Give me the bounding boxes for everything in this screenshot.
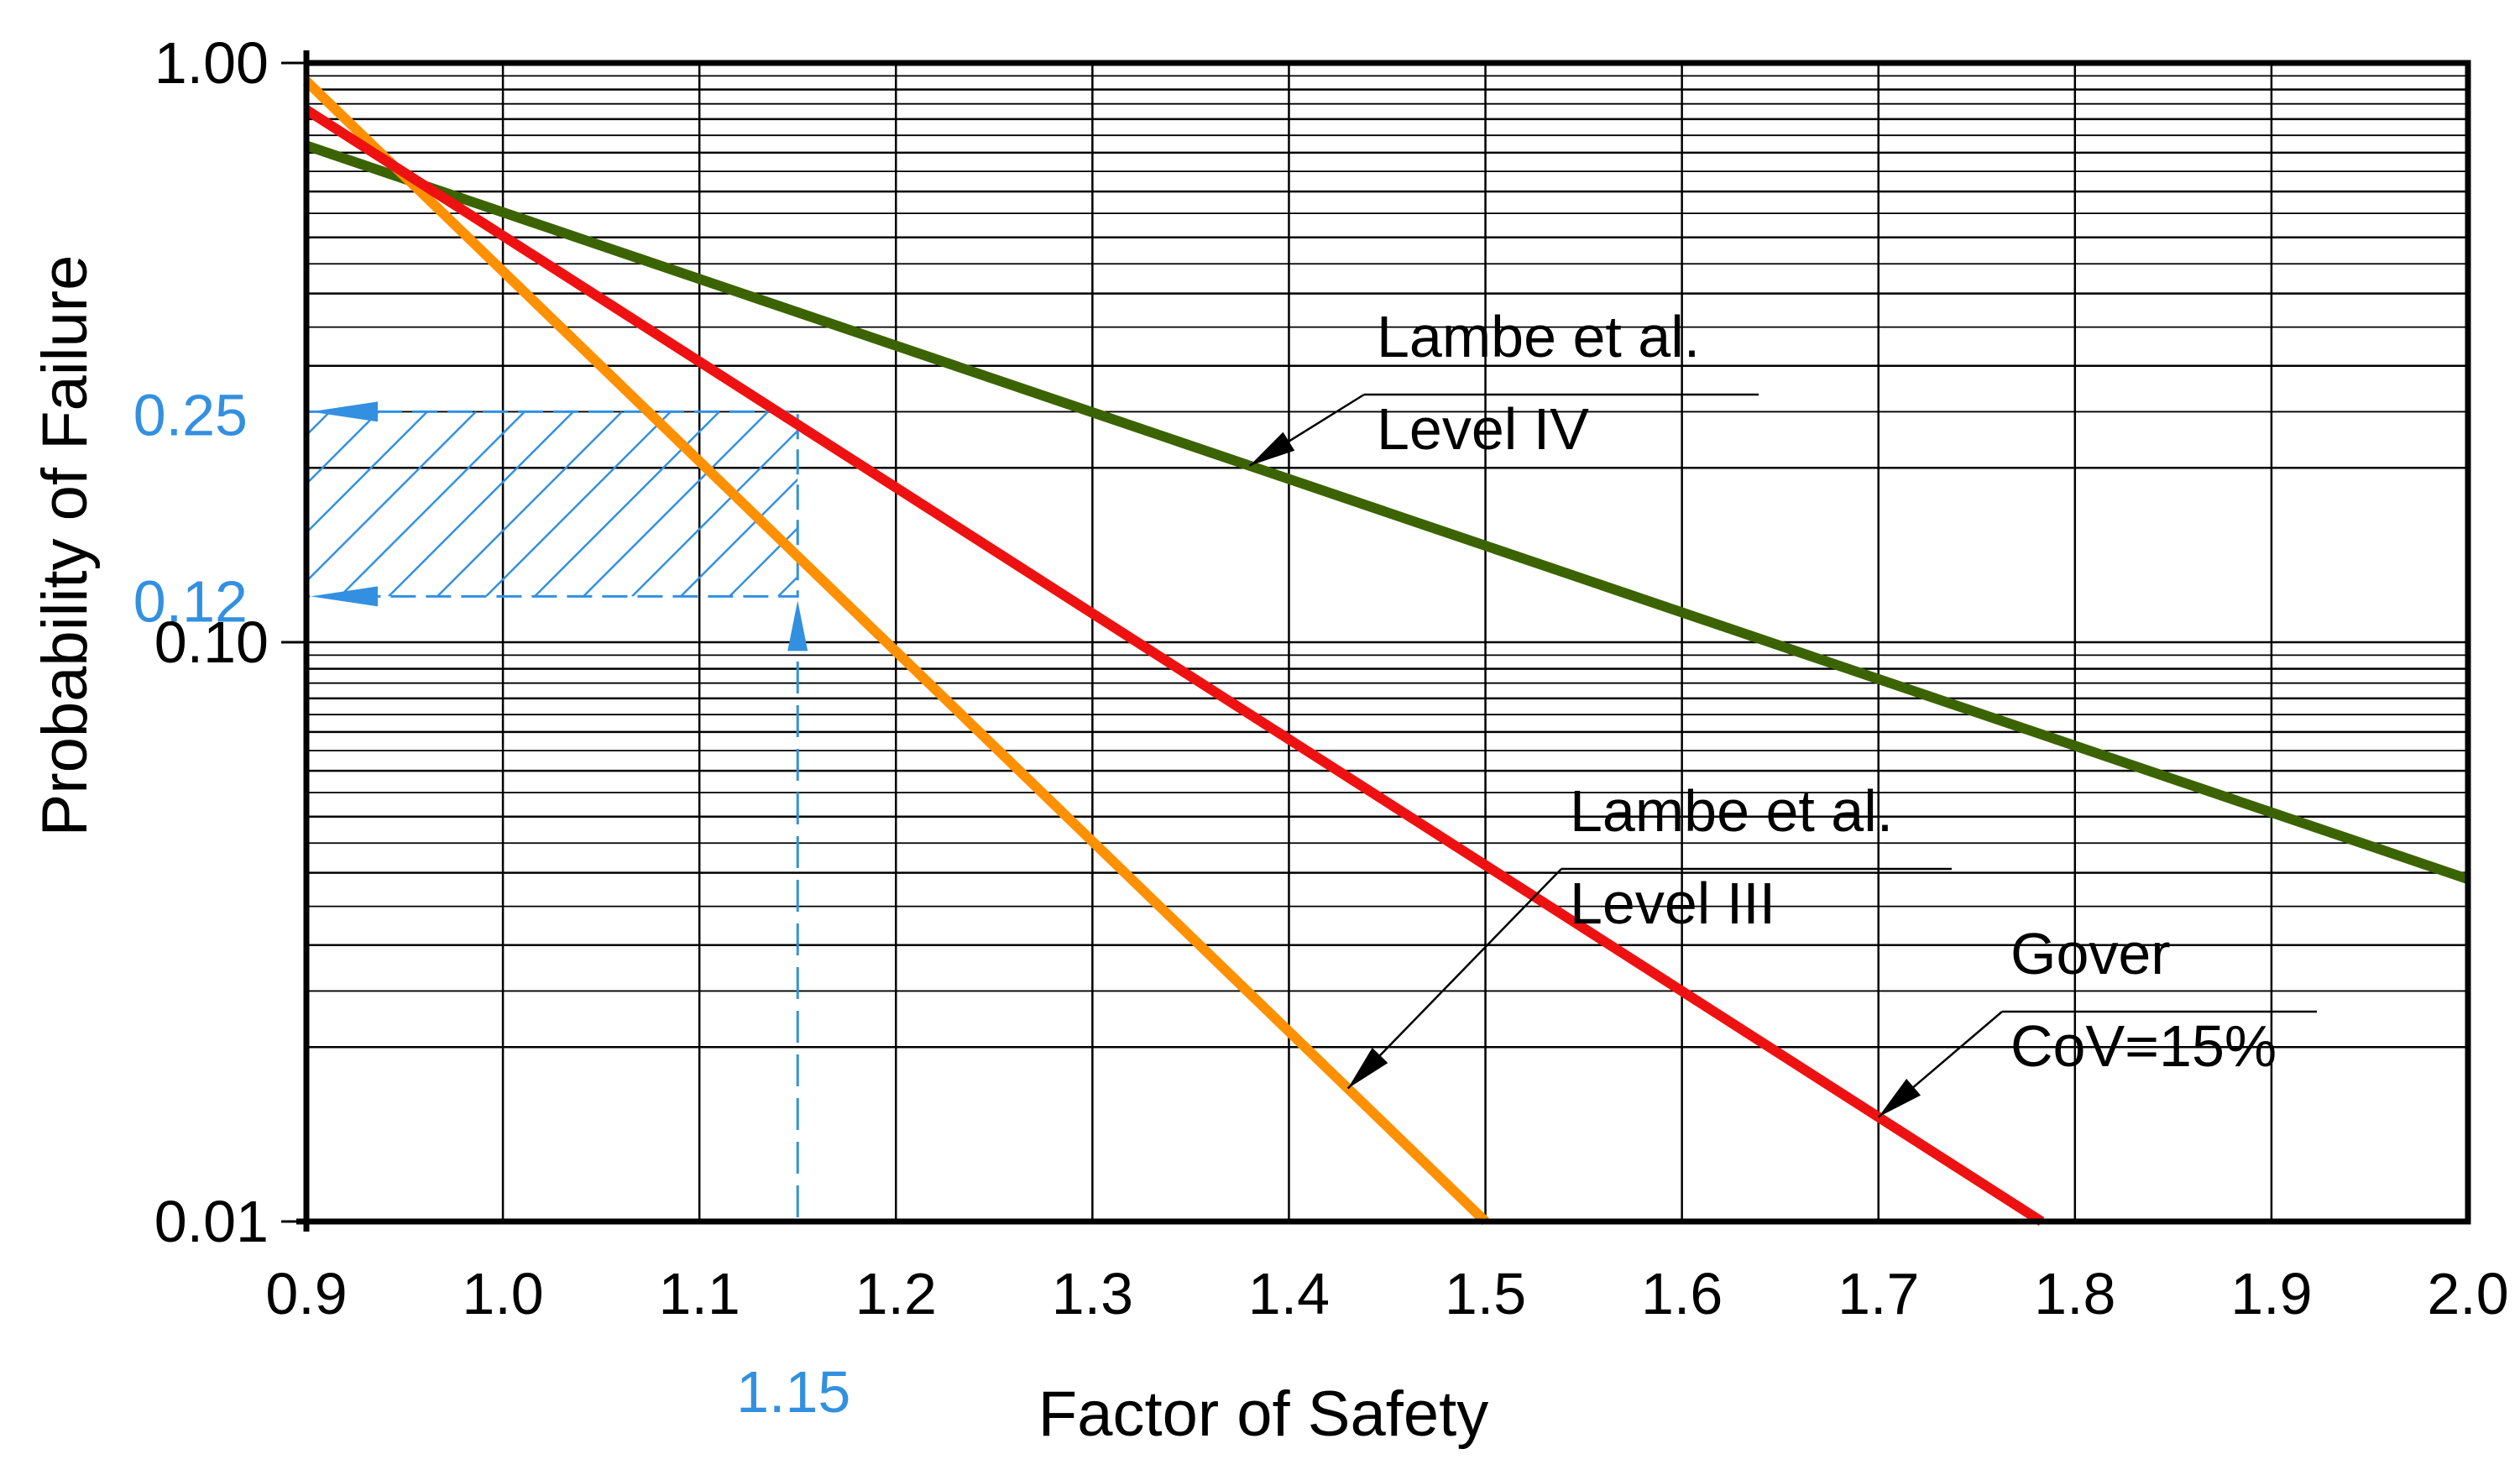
- series-label-line2: CoV=15%: [2010, 1013, 2277, 1079]
- x-tick-label: 2.0: [2427, 1261, 2508, 1326]
- lower-arrow-left-icon: [311, 586, 378, 607]
- upper-arrow-left-icon: [311, 401, 378, 422]
- y-tick-label: 0.10: [154, 609, 269, 675]
- highlight-region: 0.25 0.12 1.15: [133, 382, 851, 1425]
- highlight-box: [305, 410, 799, 598]
- x-tick-label: 1.0: [462, 1261, 543, 1326]
- y-axis-title: Probability of Failure: [29, 255, 101, 837]
- x-tick-label: 1.8: [2034, 1261, 2115, 1326]
- x-tick-label: 1.9: [2230, 1261, 2312, 1326]
- x-tick-label: 1.2: [855, 1261, 937, 1326]
- y-tick-label: 0.01: [154, 1189, 269, 1254]
- x-tick-label: 1.6: [1641, 1261, 1723, 1326]
- series-label-line1: Lambe et al.: [1377, 304, 1700, 369]
- leader-line: [1346, 868, 1562, 1090]
- hatch-lines: [306, 411, 798, 597]
- series-line: [305, 140, 2470, 884]
- x-tick-label: 0.9: [265, 1261, 347, 1326]
- series-label-line2: Level III: [1570, 871, 1775, 936]
- leader-arrow-icon: [1878, 1078, 1921, 1117]
- x-tick-label: 1.4: [1248, 1261, 1330, 1326]
- lower-probability-label: 0.12: [133, 568, 248, 634]
- series-lines: [302, 77, 2470, 1227]
- series-labels: Lambe et al. Level IV Lambe et al. Level II…: [1248, 304, 2317, 1118]
- y-tick-label: 1.00: [154, 30, 269, 96]
- x-tick-label: 1.1: [659, 1261, 740, 1326]
- axes: 0.9 1.0 1.1 1.2 1.3 1.4 1.5 1.6 1.7 1.8 1.9 2.0 0.01…: [154, 30, 2509, 1326]
- series-line: [303, 105, 2045, 1227]
- leader-arrow-icon: [1249, 432, 1295, 466]
- series-label-line1: Gover: [2010, 921, 2171, 986]
- series-label-line2: Level IV: [1377, 396, 1589, 462]
- fs-arrow-up-icon: [787, 600, 808, 651]
- upper-probability-label: 0.25: [133, 382, 248, 447]
- x-tick-label: 1.3: [1052, 1261, 1133, 1326]
- fs-value-label: 1.15: [736, 1359, 850, 1425]
- leader-arrow-icon: [1347, 1048, 1388, 1089]
- x-tick-label: 1.7: [1838, 1261, 1919, 1326]
- series-line: [302, 77, 1489, 1226]
- x-axis-title: Factor of Safety: [1038, 1378, 1488, 1450]
- series-label-line1: Lambe et al.: [1570, 778, 1893, 844]
- x-tick-label: 1.5: [1445, 1261, 1526, 1326]
